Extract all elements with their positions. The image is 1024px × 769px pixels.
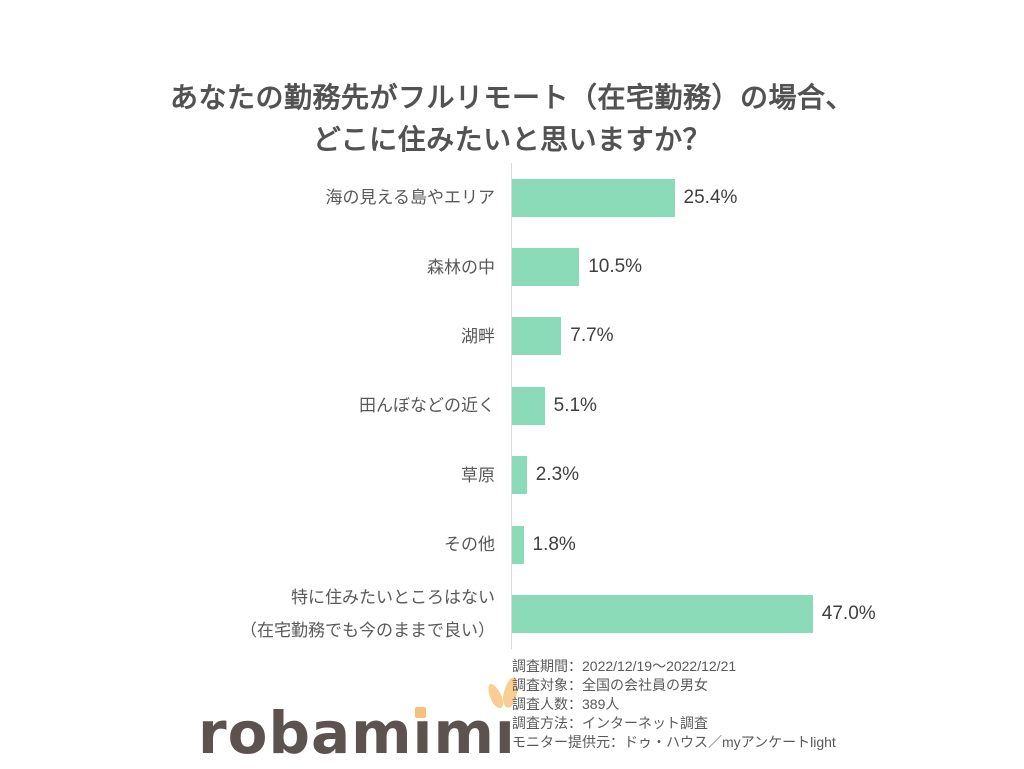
- bar-area: 1.8%: [512, 525, 576, 564]
- chart-title-line2: どこに住みたいと思いますか？: [312, 123, 712, 155]
- bar-area: 7.7%: [512, 317, 614, 356]
- chart-row: 草原 2.3%: [0, 441, 1024, 510]
- category-label: 森林の中: [427, 257, 495, 277]
- chart-row: 湖畔 7.7%: [0, 302, 1024, 371]
- logo-i-dot-icon: [414, 707, 426, 718]
- chart-rows: 海の見える島やエリア 25.4% 森林の中 10.5% 湖畔 7.7% 田んぼな…: [0, 163, 1024, 649]
- bar-area: 10.5%: [512, 248, 643, 287]
- logo-text-m: m: [433, 699, 495, 767]
- value-label: 25.4%: [683, 186, 738, 208]
- survey-info: 調査期間：2022/12/19～2022/12/21 調査対象：全国の会社員の男女…: [512, 657, 836, 752]
- chart-row: 田んぼなどの近く 5.1%: [0, 371, 1024, 440]
- survey-info-line: 調査対象：全国の会社員の男女: [512, 677, 708, 693]
- logo-letter-i2: ı: [485, 675, 521, 762]
- bar: [512, 317, 562, 356]
- logo-letter-i1: ı: [412, 699, 434, 767]
- survey-info-line: 調査方法：インターネット調査: [512, 715, 708, 731]
- chart-row: 海の見える島やエリア 25.4%: [0, 163, 1024, 232]
- bar-area: 47.0%: [512, 595, 876, 634]
- bar: [512, 525, 524, 564]
- category-label: 田んぼなどの近く: [359, 396, 495, 416]
- value-label: 5.1%: [553, 394, 597, 416]
- survey-info-line: 調査人数：389人: [512, 696, 620, 712]
- chart-row: 特に住みたいところはない （在宅勤務でも今のままで良い） 47.0%: [0, 579, 1024, 648]
- value-label: 2.3%: [535, 464, 580, 486]
- footer: robam ım ı 調査期間：2022/12/19～2022/12/21 調査対象：…: [0, 655, 1024, 769]
- category-label: 湖畔: [461, 326, 495, 346]
- bar: [512, 386, 545, 425]
- category-label: 特に住みたいところはない （在宅勤務でも今のままで良い）: [240, 588, 495, 641]
- robamimi-logo: robam ım ı: [198, 675, 521, 767]
- value-label: 1.8%: [532, 533, 576, 555]
- bar-area: 2.3%: [512, 456, 580, 495]
- bar: [512, 178, 675, 217]
- value-label: 10.5%: [588, 256, 643, 278]
- logo-text-robam: robam: [198, 699, 413, 767]
- value-label: 7.7%: [570, 325, 614, 347]
- bar-area: 25.4%: [512, 178, 738, 217]
- y-axis-line: [511, 163, 512, 649]
- bar-area: 5.1%: [512, 386, 597, 425]
- bar: [512, 248, 580, 287]
- survey-info-line: モニター提供元：ドゥ・ハウス／myアンケートlight: [512, 734, 836, 750]
- survey-info-line: 調査期間：2022/12/19～2022/12/21: [512, 658, 737, 674]
- chart-row: その他 1.8%: [0, 510, 1024, 579]
- chart-title-line1: あなたの勤務先がフルリモート（在宅勤務）の場合、: [169, 81, 854, 113]
- category-label: その他: [444, 535, 495, 555]
- category-label: 海の見える島やエリア: [325, 188, 496, 208]
- value-label: 47.0%: [821, 603, 876, 625]
- chart-row: 森林の中 10.5%: [0, 232, 1024, 301]
- chart-title: あなたの勤務先がフルリモート（在宅勤務）の場合、 どこに住みたいと思いますか？: [0, 77, 1024, 161]
- bar-chart: 海の見える島やエリア 25.4% 森林の中 10.5% 湖畔 7.7% 田んぼな…: [0, 163, 1024, 649]
- bar: [512, 456, 527, 495]
- category-label: 草原: [461, 465, 495, 485]
- bar: [512, 595, 813, 634]
